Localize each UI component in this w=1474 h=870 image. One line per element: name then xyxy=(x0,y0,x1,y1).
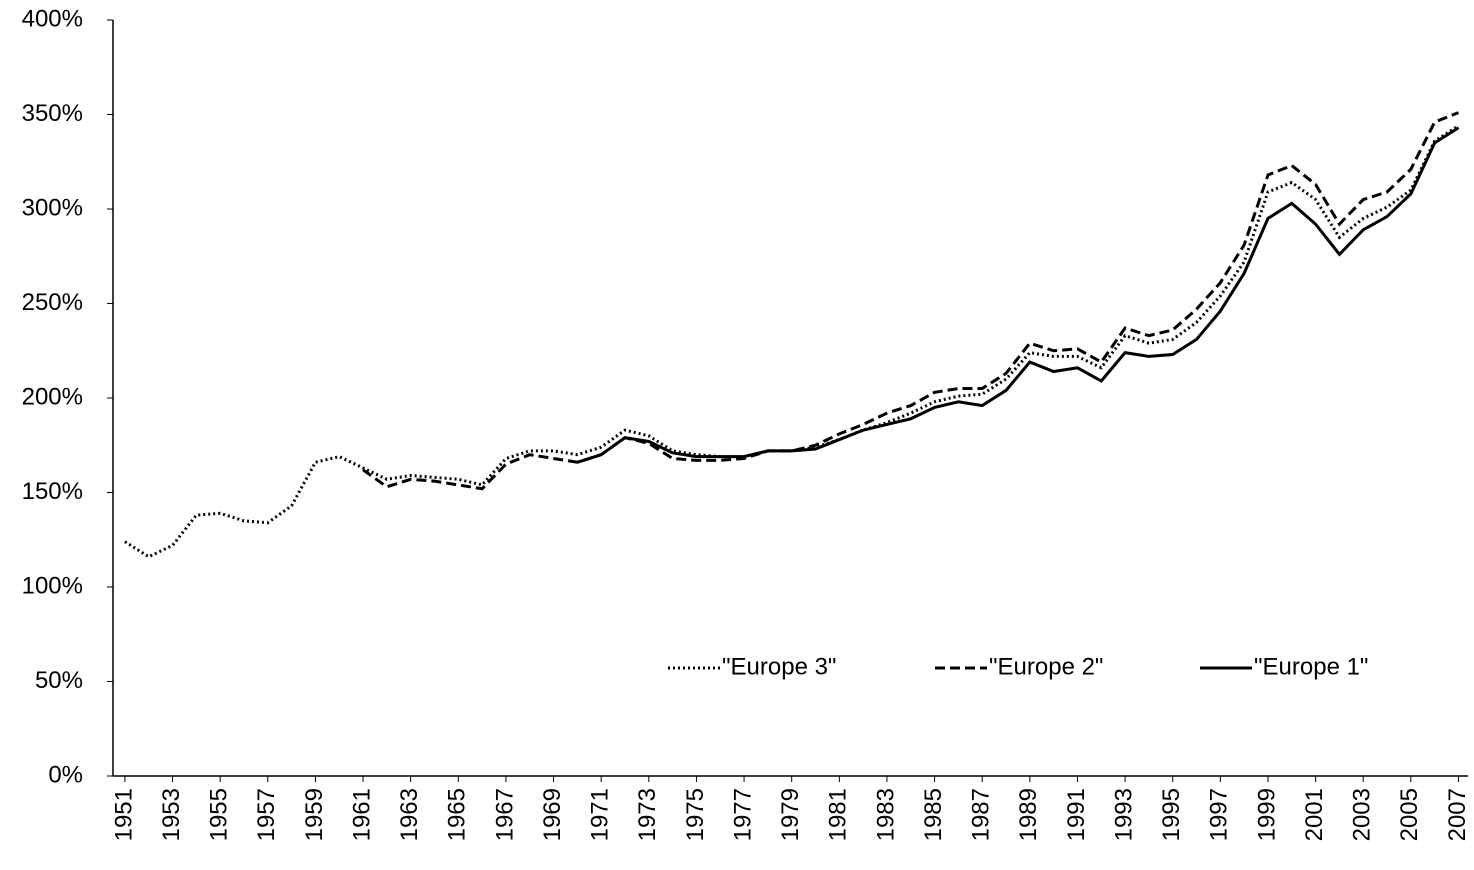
legend-label: "Europe 1" xyxy=(1254,653,1368,680)
y-tick-label: 400% xyxy=(22,5,83,32)
x-tick-label: 1981 xyxy=(825,788,852,841)
x-tick-label: 1973 xyxy=(634,788,661,841)
y-tick-label: 300% xyxy=(22,194,83,221)
x-tick-label: 1959 xyxy=(301,788,328,841)
line-series xyxy=(124,124,1460,559)
legend-label: "Europe 3" xyxy=(722,653,836,680)
x-tick-label: 1983 xyxy=(872,788,899,841)
y-tick-label: 250% xyxy=(22,289,83,316)
x-tick-label: 1965 xyxy=(444,788,471,841)
x-tick-label: 1995 xyxy=(1158,788,1185,841)
x-tick-label: 1953 xyxy=(158,788,185,841)
x-tick-label: 1963 xyxy=(396,788,423,841)
x-tick-label: 1951 xyxy=(110,788,137,841)
y-tick-label: 100% xyxy=(22,572,83,599)
x-tick-label: 1977 xyxy=(729,788,756,841)
x-tick-label: 1967 xyxy=(491,788,518,841)
y-tick-label: 200% xyxy=(22,383,83,410)
x-tick-label: 1975 xyxy=(682,788,709,841)
line-series xyxy=(362,111,1460,491)
y-tick-label: 50% xyxy=(35,667,83,694)
y-tick-label: 150% xyxy=(22,478,83,505)
x-tick-label: 2001 xyxy=(1301,788,1328,841)
x-tick-label: 1971 xyxy=(587,788,614,841)
y-tick-label: 350% xyxy=(22,100,83,127)
x-tick-label: 1957 xyxy=(253,788,280,841)
x-tick-label: 1993 xyxy=(1110,788,1137,841)
x-tick-label: 2003 xyxy=(1349,788,1376,841)
y-tick-label: 0% xyxy=(48,761,83,788)
x-tick-label: 1997 xyxy=(1206,788,1233,841)
x-tick-label: 1985 xyxy=(920,788,947,841)
line-series xyxy=(576,126,1460,464)
x-tick-label: 1979 xyxy=(777,788,804,841)
x-tick-label: 1969 xyxy=(539,788,566,841)
x-tick-label: 2007 xyxy=(1444,788,1471,841)
x-tick-label: 1961 xyxy=(348,788,375,841)
x-tick-label: 1955 xyxy=(206,788,233,841)
x-tick-label: 1991 xyxy=(1063,788,1090,841)
x-tick-label: 1987 xyxy=(968,788,995,841)
x-tick-label: 1999 xyxy=(1253,788,1280,841)
x-tick-label: 1989 xyxy=(1015,788,1042,841)
x-tick-label: 2005 xyxy=(1396,788,1423,841)
legend-label: "Europe 2" xyxy=(989,653,1103,680)
